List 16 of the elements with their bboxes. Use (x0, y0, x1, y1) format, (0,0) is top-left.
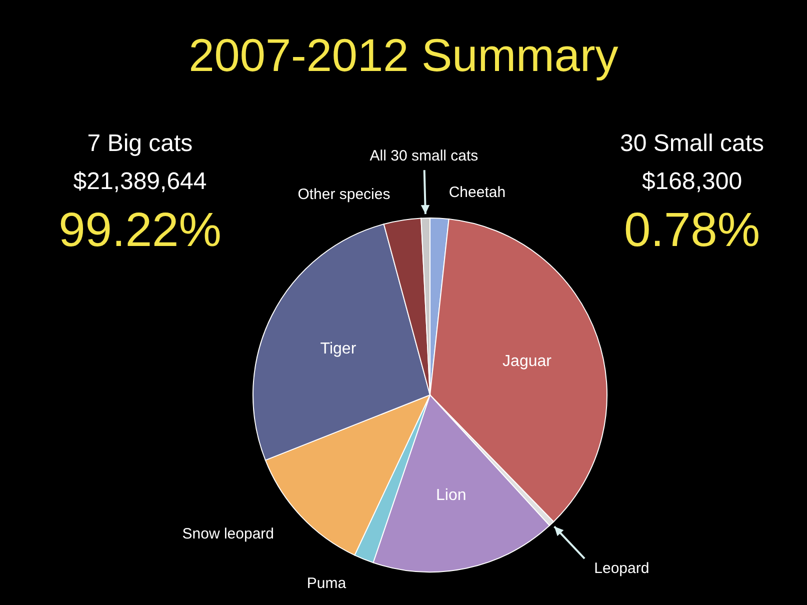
text: 30 Small cats (618, 129, 766, 159)
slice-label: Jaguar (502, 352, 552, 370)
chart-title: 2007-2012 Summary (188, 28, 620, 82)
slice-label: Tiger (320, 340, 357, 358)
text: $21,389,644 (72, 167, 208, 197)
slice-label: Lion (436, 486, 466, 504)
slice-label: Puma (306, 574, 347, 592)
slice-label: Leopard (594, 560, 650, 578)
text: 99.22% (58, 203, 222, 259)
slice-label: All 30 small cats (370, 148, 478, 165)
text: 7 Big cats (86, 129, 194, 159)
text: $168,300 (640, 167, 744, 197)
slice-label: Other species (298, 186, 390, 203)
slice-label: Snow leopard (182, 525, 274, 542)
text: 0.78% (622, 203, 762, 259)
slice-label: Cheetah (448, 184, 506, 201)
